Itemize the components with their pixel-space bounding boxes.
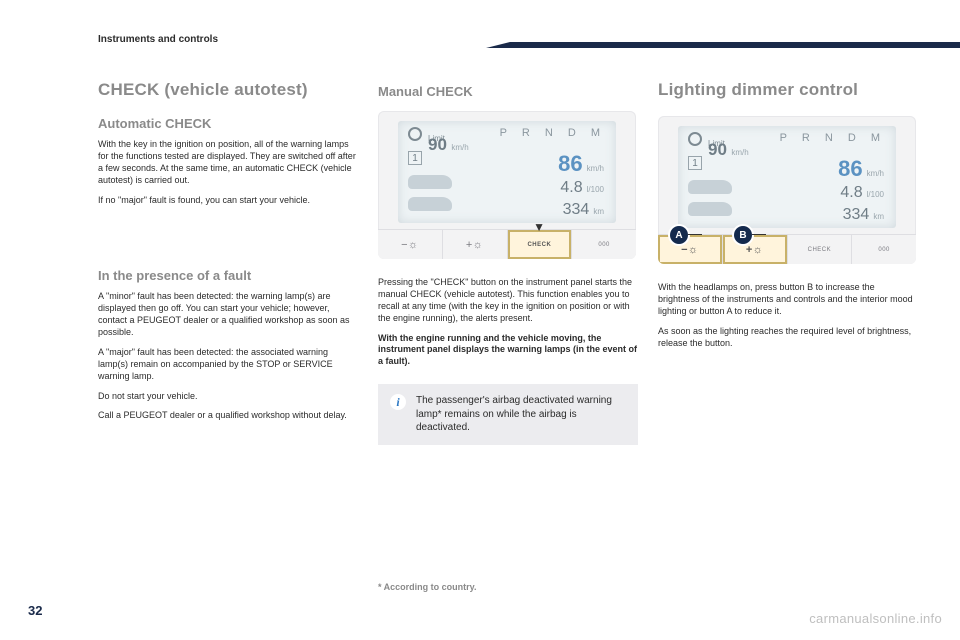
consumption-value: 4.8l/100 <box>840 184 884 202</box>
car-silhouette-icon <box>688 180 732 194</box>
trip-reset-button[interactable]: 000 <box>572 229 636 259</box>
pointer-arrow-icon: ▼ <box>533 220 545 234</box>
page-number: 32 <box>28 603 42 618</box>
speed-value: 86km/h <box>838 156 884 182</box>
car-silhouette-icon <box>408 175 452 189</box>
presence-paragraph-2: A "major" fault has been detected: the a… <box>98 347 358 383</box>
callout-lead-a <box>688 234 702 235</box>
instrument-cluster-dimmer: Limit 90 km/h P R N D M 1 86km/h 4.8l/10… <box>658 116 916 264</box>
header-accent-bar <box>510 42 960 48</box>
brightness-down-icon: −☼ <box>681 244 699 256</box>
info-text: The passenger's airbag deactivated warni… <box>416 394 626 435</box>
column-right: Lighting dimmer control Limit 90 km/h P … <box>658 80 918 357</box>
check-button[interactable]: CHECK <box>788 234 853 264</box>
presence-paragraph-3: Do not start your vehicle. <box>98 391 358 403</box>
trip-reset-button[interactable]: 000 <box>852 234 916 264</box>
auto-paragraph-1: With the key in the ignition on position… <box>98 139 358 187</box>
gear-selector: P R N D M <box>780 132 886 144</box>
speed-limit-icon <box>688 132 702 146</box>
title-manual-check: Manual CHECK <box>378 84 638 99</box>
watermark: carmanualsonline.info <box>809 611 942 626</box>
manual-paragraph-1: Pressing the "CHECK" button on the instr… <box>378 277 638 325</box>
check-button[interactable]: ▼CHECK <box>508 229 573 259</box>
cluster-lcd: Limit 90 km/h P R N D M 1 86km/h 4.8l/10… <box>678 126 896 228</box>
info-icon: i <box>390 394 406 410</box>
limit-unit: km/h <box>451 143 468 152</box>
title-presence-fault: In the presence of a fault <box>98 268 358 283</box>
car-silhouette-icon <box>688 202 732 216</box>
title-check: CHECK (vehicle autotest) <box>98 80 358 100</box>
title-dimmer: Lighting dimmer control <box>658 80 918 100</box>
auto-paragraph-2: If no "major" fault is found, you can st… <box>98 195 358 207</box>
distance-value: 334km <box>843 206 884 224</box>
page: Instruments and controls 32 carmanualson… <box>0 0 960 640</box>
consumption-value: 4.8l/100 <box>560 179 604 197</box>
speed-value: 86km/h <box>558 151 604 177</box>
callout-a: A <box>670 226 688 244</box>
limit-value: 90 <box>428 135 447 154</box>
brightness-down-icon: −☼ <box>401 239 419 251</box>
presence-paragraph-4: Call a PEUGEOT dealer or a qualified wor… <box>98 410 358 422</box>
dimmer-paragraph-2: As soon as the lighting reaches the requ… <box>658 326 918 350</box>
car-silhouette-icon <box>408 197 452 211</box>
limit-unit: km/h <box>731 148 748 157</box>
brightness-down-button[interactable]: −☼ <box>378 229 443 259</box>
cluster-lcd: Limit 90 km/h P R N D M 1 86km/h 4.8l/10… <box>398 121 616 223</box>
footnote: * According to country. <box>378 582 477 592</box>
brightness-up-icon: +☼ <box>466 239 484 251</box>
gear-indicator: 1 <box>408 151 422 165</box>
info-box: i The passenger's airbag deactivated war… <box>378 384 638 445</box>
breadcrumb: Instruments and controls <box>98 34 218 45</box>
brightness-up-button[interactable]: +☼ <box>723 234 788 264</box>
gear-indicator: 1 <box>688 156 702 170</box>
presence-paragraph-1: A "minor" fault has been detected: the w… <box>98 291 358 339</box>
callout-b: B <box>734 226 752 244</box>
manual-paragraph-2: With the engine running and the vehicle … <box>378 333 638 369</box>
gear-selector: P R N D M <box>500 127 606 139</box>
callout-lead-b <box>752 234 766 235</box>
brightness-down-button[interactable]: −☼ <box>658 234 723 264</box>
dimmer-paragraph-1: With the headlamps on, press button B to… <box>658 282 918 318</box>
brightness-up-button[interactable]: +☼ <box>443 229 508 259</box>
instrument-cluster-check: Limit 90 km/h P R N D M 1 86km/h 4.8l/10… <box>378 111 636 259</box>
speed-limit-icon <box>408 127 422 141</box>
distance-value: 334km <box>563 201 604 219</box>
column-left: CHECK (vehicle autotest) Automatic CHECK… <box>98 80 358 430</box>
cluster-button-bar: −☼ +☼ CHECK 000 <box>658 234 916 264</box>
title-automatic-check: Automatic CHECK <box>98 116 358 131</box>
cluster-button-bar: −☼ +☼ ▼CHECK 000 <box>378 229 636 259</box>
limit-value: 90 <box>708 140 727 159</box>
brightness-up-icon: +☼ <box>746 244 764 256</box>
column-middle: Manual CHECK Limit 90 km/h P R N D M 1 8… <box>378 80 638 445</box>
